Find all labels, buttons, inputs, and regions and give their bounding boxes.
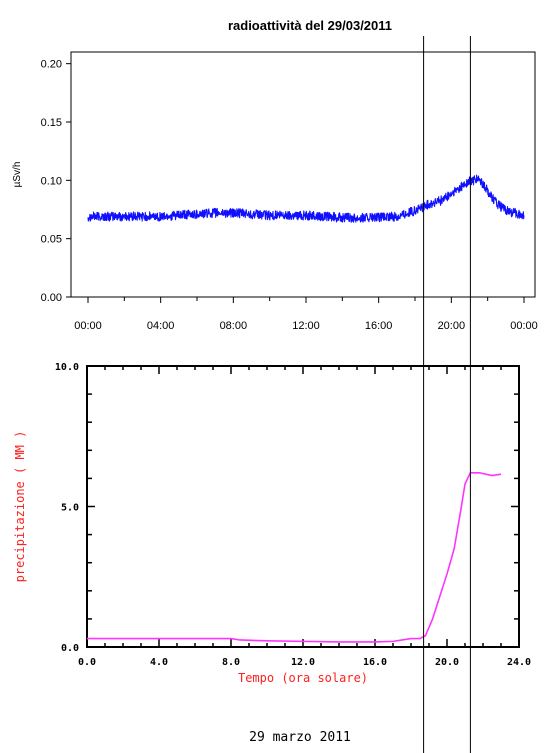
precipitation-x-tick-label: 12.0 [291,657,315,668]
radiation-y-tick-label: 0.05 [41,234,62,246]
precipitation-x-tick-label: 4.0 [150,657,168,668]
precipitation-x-tick-label: 8.0 [222,657,240,668]
precipitation-series-line [87,471,502,643]
radiation-plot-frame [70,51,536,298]
radiation-y-tick-label: 0.15 [41,117,62,129]
radiation-y-tick-label: 0.10 [41,175,62,187]
precipitation-chart: 0.0 5.0 10.0 0.0 4.0 8.0 12.0 16.0 20.0 24.0 Tempo… [13,362,531,745]
precipitation-x-tick-label: 0.0 [78,657,96,668]
precipitation-x-axis-label: Tempo (ora solare) [238,671,368,685]
radiation-series-line [87,174,525,223]
precipitation-x-tick-label: 20.0 [435,657,459,668]
precipitation-x-tick-label: 16.0 [363,657,387,668]
time-markers [423,36,471,753]
radiation-y-tick-label: 0.00 [41,292,62,304]
radiation-x-tick-label: 16:00 [365,320,393,332]
precipitation-y-tick-label: 5.0 [61,503,79,514]
radiation-chart: radioattività del 29/03/2011 0.00 0.05 0.10… [12,18,538,332]
radiation-x-tick-label: 20:00 [438,320,466,332]
radiation-y-tick-label: 0.20 [41,59,62,71]
radiation-x-tick-label: 12:00 [292,320,320,332]
precipitation-plot-frame [86,365,520,648]
radiation-x-tick-label: 04:00 [147,320,175,332]
radiation-chart-title: radioattività del 29/03/2011 [228,18,392,33]
radiation-x-tick-label: 00:00 [74,320,102,332]
radiation-y-axis-label: µSv/h [12,162,23,188]
precipitation-y-tick-label: 10.0 [55,362,79,373]
precipitation-y-tick-label: 0.0 [61,643,79,654]
precipitation-x-tick-label: 24.0 [507,657,531,668]
radiation-x-tick-label: 08:00 [220,320,248,332]
radiation-x-tick-label: 00:00 [510,320,538,332]
footer-date: 29 marzo 2011 [249,730,351,745]
precipitation-y-axis-label: precipitazione ( MM ) [13,431,27,583]
